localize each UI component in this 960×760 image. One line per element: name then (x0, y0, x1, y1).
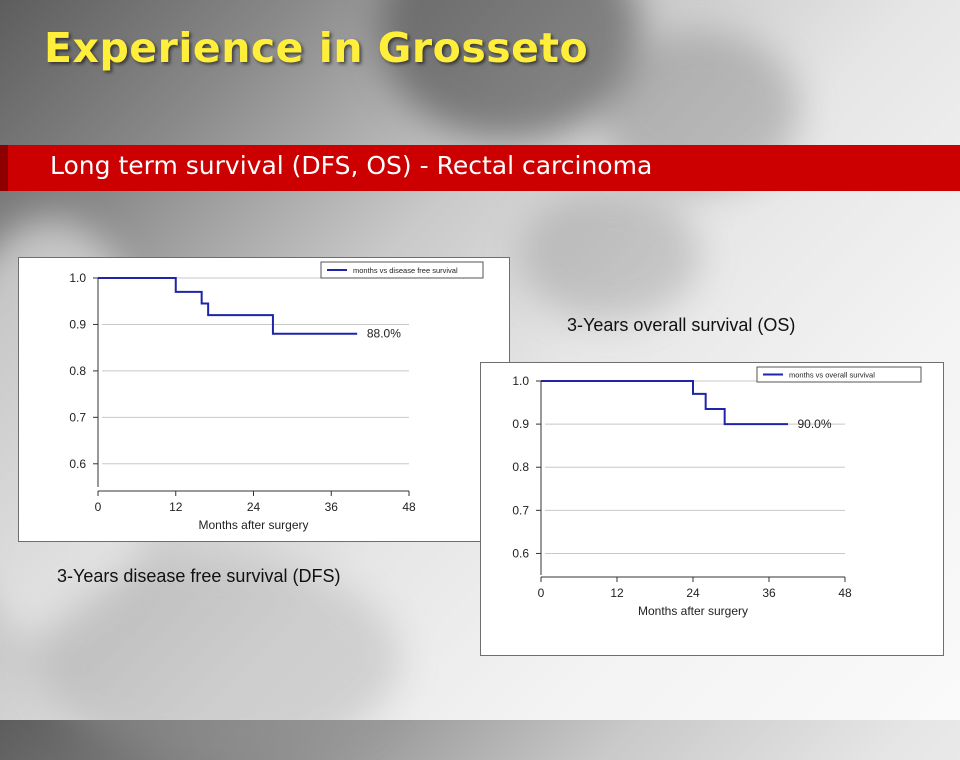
os-y-tick-label: 0.7 (512, 503, 529, 517)
dfs-chart: 1.0 0.9 0.8 0.7 0.6 0 12 24 36 48 Months after sur… (69, 261, 484, 532)
os-caption: 3-Years overall survival (OS) (567, 315, 796, 335)
dfs-x-tick-label: 36 (325, 500, 339, 514)
dfs-x-axis-label: Months after surgery (198, 518, 308, 532)
dfs-x-tick-label: 12 (169, 500, 183, 514)
dfs-y-tick-label: 0.9 (69, 317, 86, 331)
os-x-tick-label: 24 (686, 586, 700, 600)
os-x-tick-label: 12 (610, 586, 624, 600)
os-x-tick-label: 0 (538, 586, 545, 600)
dfs-y-tick-label: 0.6 (69, 457, 86, 471)
slide-title: Experience in Grosseto (44, 24, 589, 72)
os-legend-label: months vs overall survival (789, 371, 875, 380)
os-survival-line (541, 380, 788, 426)
os-x-tick-label: 36 (762, 586, 776, 600)
os-chart-panel: 1.0 0.9 0.8 0.7 0.6 0 12 24 36 48 Months after sur… (480, 362, 944, 656)
dfs-survival-line (98, 277, 358, 335)
os-x-tick-label: 48 (838, 586, 852, 600)
subtitle-banner: Long term survival (DFS, OS) - Rectal ca… (0, 145, 960, 191)
os-y-tick-label: 0.6 (512, 546, 529, 560)
dfs-y-tick-label: 0.8 (69, 364, 86, 378)
dfs-chart-panel: 1.0 0.9 0.8 0.7 0.6 0 12 24 36 48 Months after sur… (18, 257, 510, 542)
os-y-tick-label: 0.8 (512, 460, 529, 474)
dfs-x-tick-label: 0 (95, 500, 102, 514)
os-y-tick-label: 1.0 (512, 374, 529, 388)
dfs-legend-box (320, 261, 484, 279)
os-x-axis-label: Months after surgery (638, 604, 748, 618)
os-legend-box (756, 366, 922, 383)
os-final-value-label: 90.0% (798, 417, 832, 431)
dfs-y-tick-label: 0.7 (69, 410, 86, 424)
dfs-caption: 3-Years disease free survival (DFS) (57, 566, 341, 586)
banner-edge-mark (0, 145, 8, 191)
dfs-x-tick-label: 24 (247, 500, 261, 514)
dfs-final-value-label: 88.0% (367, 327, 401, 341)
banner-text: Long term survival (DFS, OS) - Rectal ca… (50, 151, 653, 180)
os-y-tick-label: 0.9 (512, 417, 529, 431)
dfs-y-tick-label: 1.0 (69, 271, 86, 285)
dfs-legend-label: months vs disease free survival (353, 266, 458, 275)
dfs-x-tick-label: 48 (402, 500, 416, 514)
os-chart: 1.0 0.9 0.8 0.7 0.6 0 12 24 36 48 Months after sur… (512, 366, 922, 618)
